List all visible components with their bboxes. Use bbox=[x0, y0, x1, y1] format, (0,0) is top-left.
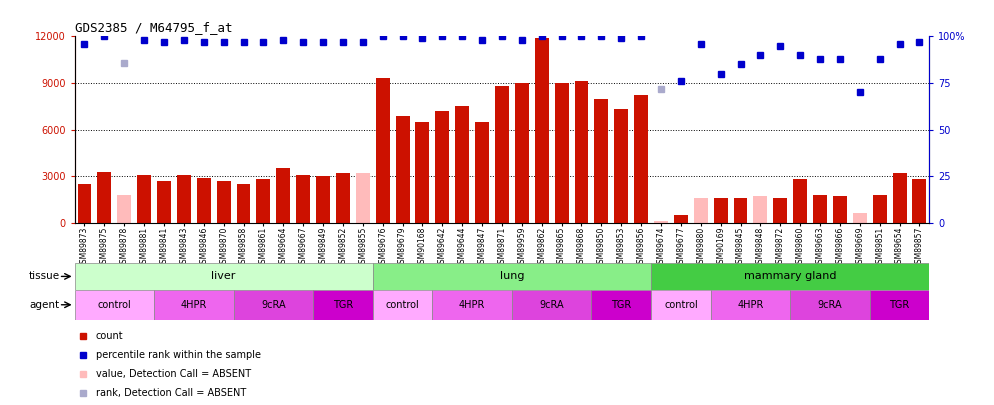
Bar bbox=[296, 175, 310, 223]
Bar bbox=[376, 79, 390, 223]
Bar bbox=[634, 96, 648, 223]
Bar bbox=[373, 263, 651, 290]
Text: TGR: TGR bbox=[890, 300, 910, 310]
Bar bbox=[313, 290, 373, 320]
Bar bbox=[870, 290, 929, 320]
Text: control: control bbox=[97, 300, 131, 310]
Bar bbox=[137, 175, 151, 223]
Text: control: control bbox=[386, 300, 419, 310]
Bar bbox=[853, 213, 867, 223]
Bar bbox=[535, 38, 549, 223]
Bar bbox=[912, 179, 926, 223]
Bar bbox=[512, 290, 591, 320]
Bar bbox=[873, 195, 887, 223]
Text: lung: lung bbox=[500, 271, 524, 281]
Bar bbox=[475, 122, 489, 223]
Text: 9cRA: 9cRA bbox=[818, 300, 842, 310]
Text: 9cRA: 9cRA bbox=[540, 300, 564, 310]
Bar bbox=[256, 179, 270, 223]
Bar bbox=[157, 181, 171, 223]
Bar bbox=[773, 198, 787, 223]
Text: control: control bbox=[664, 300, 698, 310]
Text: mammary gland: mammary gland bbox=[744, 271, 837, 281]
Bar bbox=[97, 172, 111, 223]
Bar bbox=[555, 83, 569, 223]
Bar bbox=[651, 290, 711, 320]
Bar bbox=[435, 111, 449, 223]
Bar bbox=[893, 173, 907, 223]
Bar bbox=[734, 198, 747, 223]
Bar bbox=[217, 181, 231, 223]
Text: 4HPR: 4HPR bbox=[459, 300, 485, 310]
Bar bbox=[614, 109, 628, 223]
Text: count: count bbox=[96, 330, 123, 341]
Bar bbox=[78, 184, 91, 223]
Bar bbox=[237, 184, 250, 223]
Bar bbox=[75, 290, 154, 320]
Bar bbox=[694, 198, 708, 223]
Bar bbox=[197, 178, 211, 223]
Bar bbox=[651, 263, 929, 290]
Bar bbox=[575, 81, 588, 223]
Bar bbox=[495, 86, 509, 223]
Bar bbox=[177, 175, 191, 223]
Bar bbox=[674, 215, 688, 223]
Bar bbox=[793, 179, 807, 223]
Bar bbox=[654, 221, 668, 223]
Bar bbox=[833, 196, 847, 223]
Bar bbox=[117, 195, 131, 223]
Text: agent: agent bbox=[30, 300, 60, 310]
Bar bbox=[75, 263, 373, 290]
Bar bbox=[373, 290, 432, 320]
Bar bbox=[455, 107, 469, 223]
Text: TGR: TGR bbox=[611, 300, 631, 310]
Bar bbox=[396, 116, 410, 223]
Bar bbox=[591, 290, 651, 320]
Text: value, Detection Call = ABSENT: value, Detection Call = ABSENT bbox=[96, 369, 251, 379]
Bar bbox=[711, 290, 790, 320]
Bar bbox=[234, 290, 313, 320]
Text: 4HPR: 4HPR bbox=[181, 300, 207, 310]
Bar bbox=[336, 173, 350, 223]
Text: 4HPR: 4HPR bbox=[738, 300, 763, 310]
Bar bbox=[276, 168, 290, 223]
Bar bbox=[316, 176, 330, 223]
Text: rank, Detection Call = ABSENT: rank, Detection Call = ABSENT bbox=[96, 388, 247, 398]
Bar bbox=[356, 173, 370, 223]
Bar bbox=[813, 195, 827, 223]
Bar bbox=[790, 290, 870, 320]
Bar bbox=[515, 83, 529, 223]
Bar bbox=[753, 196, 767, 223]
Text: 9cRA: 9cRA bbox=[261, 300, 285, 310]
Text: GDS2385 / M64795_f_at: GDS2385 / M64795_f_at bbox=[75, 21, 232, 34]
Text: tissue: tissue bbox=[29, 271, 60, 281]
Bar bbox=[432, 290, 512, 320]
Text: percentile rank within the sample: percentile rank within the sample bbox=[96, 350, 260, 360]
Text: liver: liver bbox=[212, 271, 236, 281]
Bar bbox=[714, 198, 728, 223]
Text: TGR: TGR bbox=[333, 300, 353, 310]
Bar bbox=[594, 98, 608, 223]
Bar bbox=[415, 122, 429, 223]
Bar bbox=[154, 290, 234, 320]
